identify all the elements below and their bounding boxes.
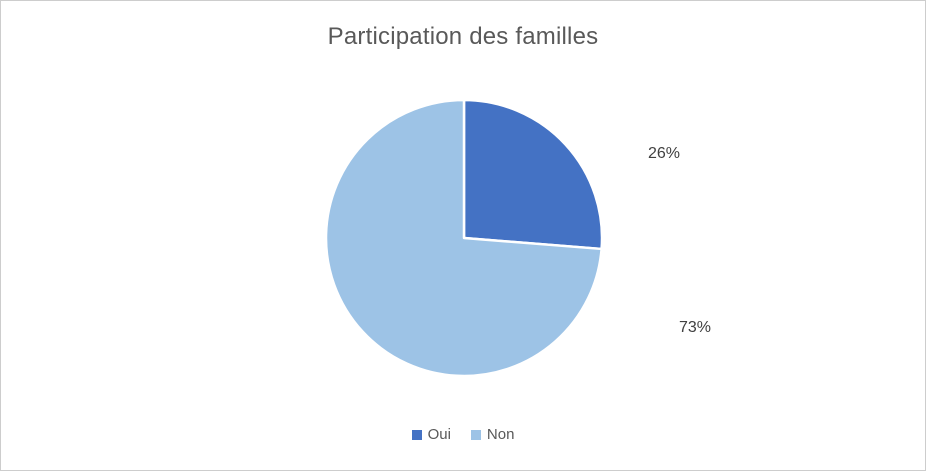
- pie-slice-oui[interactable]: [462, 98, 604, 251]
- legend-item-non[interactable]: Non: [470, 426, 515, 443]
- legend-swatch-oui: [411, 429, 422, 440]
- legend-label-non: Non: [486, 426, 515, 443]
- legend: Oui Non: [1, 426, 925, 443]
- legend-swatch-non: [470, 429, 481, 440]
- data-label-non: 73%: [678, 319, 712, 336]
- pie-slice-non[interactable]: [324, 98, 603, 378]
- legend-label-oui: Oui: [427, 426, 451, 443]
- chart-title: Participation des familles: [327, 23, 599, 50]
- legend-item-oui[interactable]: Oui: [411, 426, 451, 443]
- data-label-oui: 26%: [647, 145, 681, 162]
